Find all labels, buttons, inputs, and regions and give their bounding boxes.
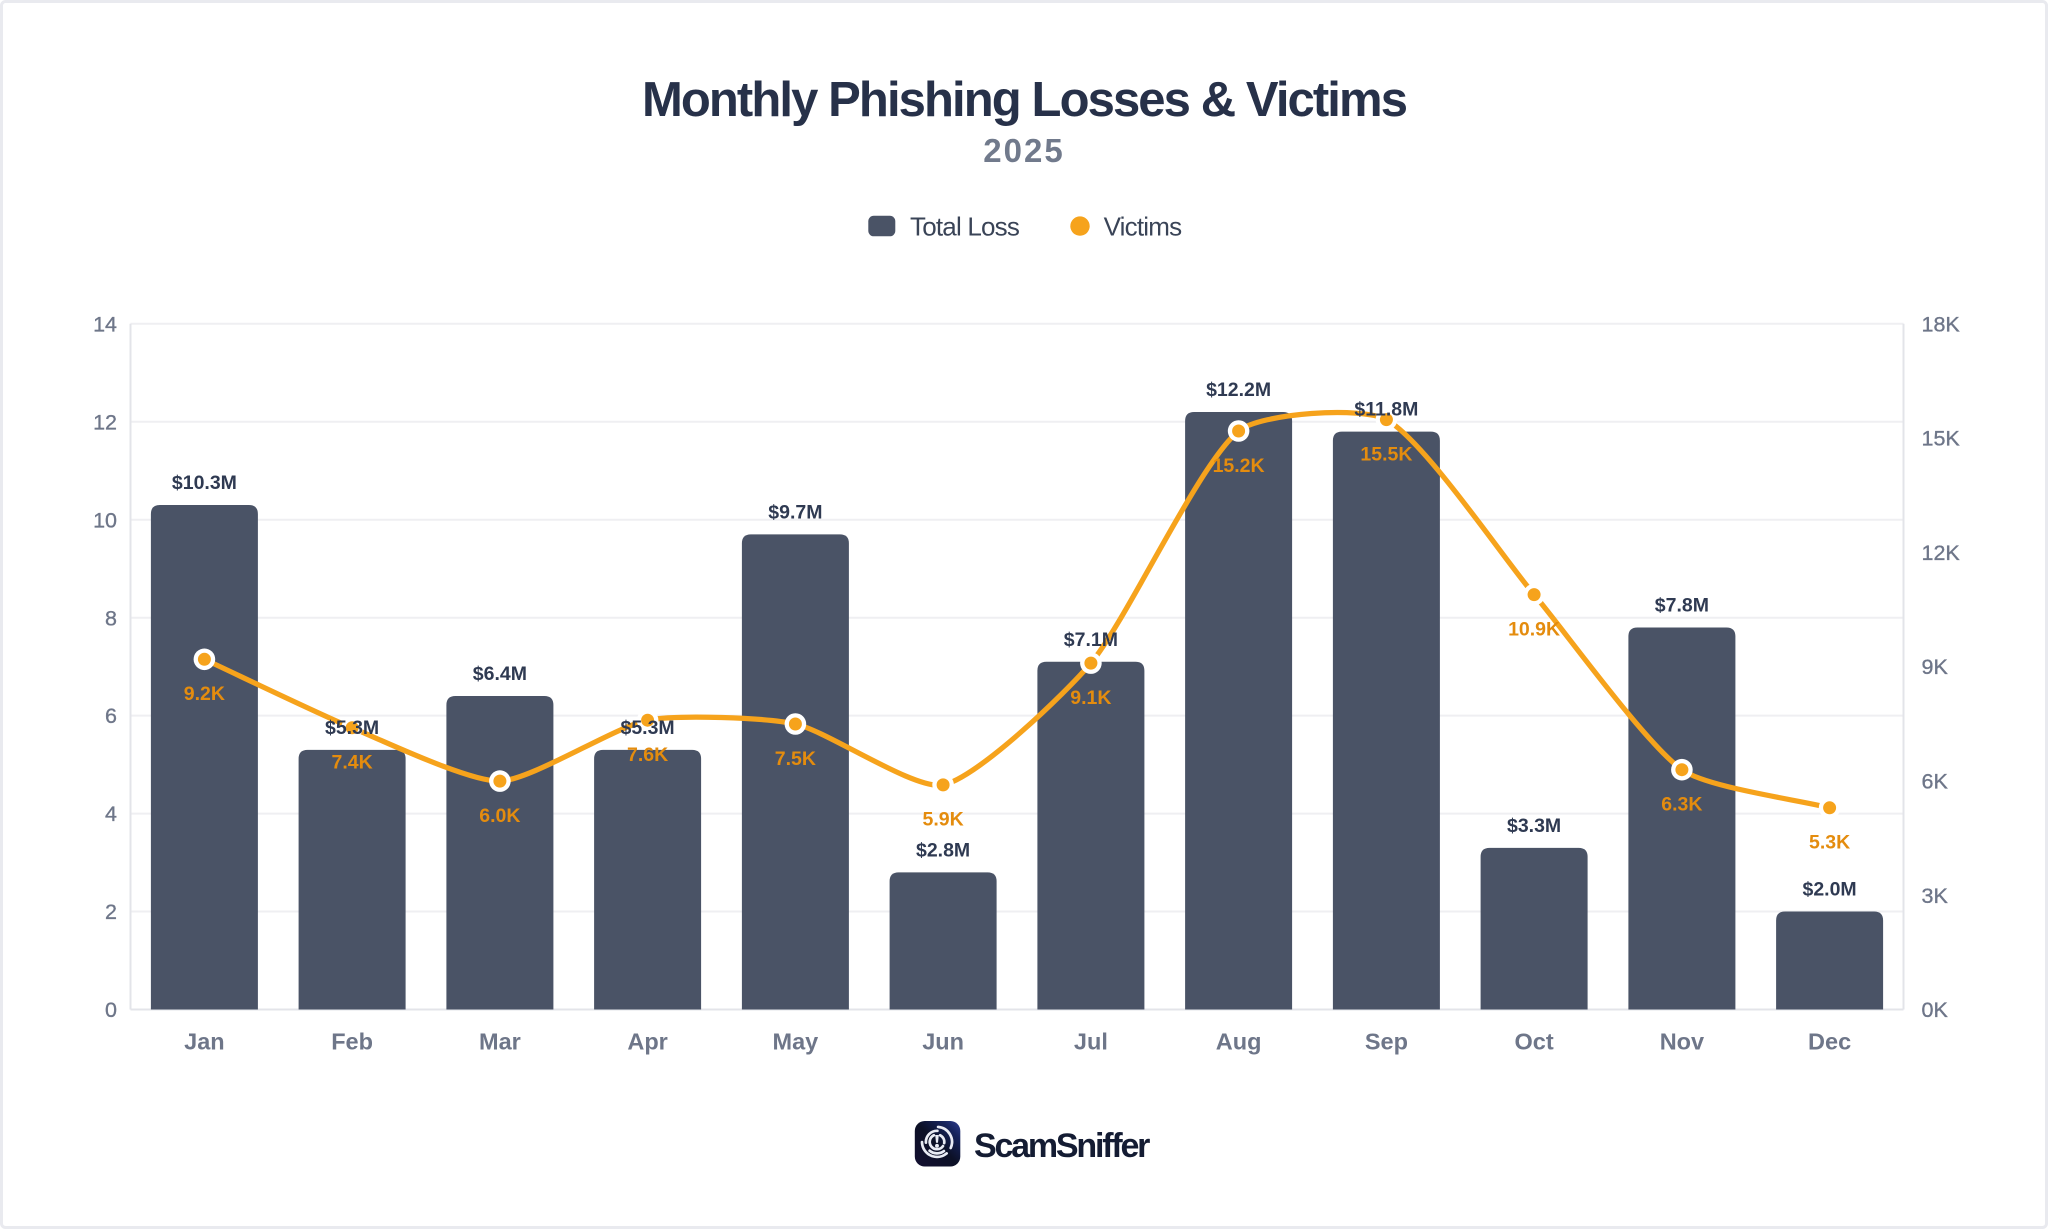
svg-text:5.3K: 5.3K: [1809, 832, 1850, 854]
svg-text:14: 14: [93, 312, 117, 336]
svg-text:ScamSniffer: ScamSniffer: [974, 1127, 1150, 1165]
svg-text:18K: 18K: [1922, 312, 1961, 336]
svg-text:Monthly Phishing Losses & Vict: Monthly Phishing Losses & Victims: [642, 73, 1407, 127]
svg-text:6.3K: 6.3K: [1661, 794, 1702, 816]
svg-text:2: 2: [105, 900, 117, 924]
svg-text:Total Loss: Total Loss: [910, 212, 1020, 242]
svg-text:Jul: Jul: [1074, 1029, 1108, 1055]
svg-text:Aug: Aug: [1216, 1029, 1262, 1055]
svg-text:$9.7M: $9.7M: [768, 501, 822, 523]
svg-text:$10.3M: $10.3M: [172, 472, 237, 494]
svg-text:$12.2M: $12.2M: [1206, 379, 1271, 401]
svg-text:$2.8M: $2.8M: [916, 839, 970, 861]
svg-text:2025: 2025: [983, 132, 1064, 169]
svg-text:6: 6: [105, 704, 117, 728]
svg-text:$7.1M: $7.1M: [1064, 629, 1118, 651]
svg-text:May: May: [773, 1029, 819, 1055]
svg-text:Dec: Dec: [1808, 1029, 1851, 1055]
svg-text:8: 8: [105, 606, 117, 630]
svg-text:15K: 15K: [1922, 427, 1961, 451]
svg-text:Apr: Apr: [627, 1029, 667, 1055]
svg-text:Feb: Feb: [331, 1029, 373, 1055]
svg-text:15.2K: 15.2K: [1213, 455, 1265, 477]
svg-text:10.9K: 10.9K: [1508, 618, 1560, 640]
svg-text:6.0K: 6.0K: [479, 805, 520, 827]
svg-text:5.9K: 5.9K: [922, 809, 963, 831]
svg-text:Jan: Jan: [184, 1029, 225, 1055]
svg-text:15.5K: 15.5K: [1360, 443, 1412, 465]
svg-text:Oct: Oct: [1515, 1029, 1554, 1055]
svg-text:9.2K: 9.2K: [184, 683, 225, 705]
svg-text:$7.8M: $7.8M: [1655, 595, 1709, 617]
svg-text:7.6K: 7.6K: [627, 744, 668, 766]
svg-text:Nov: Nov: [1660, 1029, 1704, 1055]
svg-text:$3.3M: $3.3M: [1507, 815, 1561, 837]
svg-text:0: 0: [105, 998, 117, 1022]
svg-text:Mar: Mar: [479, 1029, 521, 1055]
svg-text:4: 4: [105, 802, 117, 826]
svg-text:$5.3M: $5.3M: [325, 717, 379, 739]
svg-text:12K: 12K: [1922, 541, 1961, 565]
svg-text:$6.4M: $6.4M: [473, 663, 527, 685]
svg-text:3K: 3K: [1922, 884, 1949, 908]
svg-text:Jun: Jun: [922, 1029, 964, 1055]
svg-text:Victims: Victims: [1104, 212, 1183, 242]
svg-text:0K: 0K: [1922, 998, 1949, 1022]
svg-text:7.5K: 7.5K: [775, 748, 816, 770]
svg-text:12: 12: [93, 410, 117, 434]
svg-text:9K: 9K: [1922, 655, 1949, 679]
svg-text:$11.8M: $11.8M: [1354, 399, 1418, 421]
svg-text:9.1K: 9.1K: [1070, 687, 1111, 709]
svg-text:6K: 6K: [1922, 770, 1949, 794]
svg-text:$5.3M: $5.3M: [620, 717, 674, 739]
svg-text:7.4K: 7.4K: [331, 752, 372, 774]
svg-text:Sep: Sep: [1365, 1029, 1408, 1055]
svg-text:10: 10: [93, 508, 117, 532]
svg-text:$2.0M: $2.0M: [1802, 879, 1856, 901]
